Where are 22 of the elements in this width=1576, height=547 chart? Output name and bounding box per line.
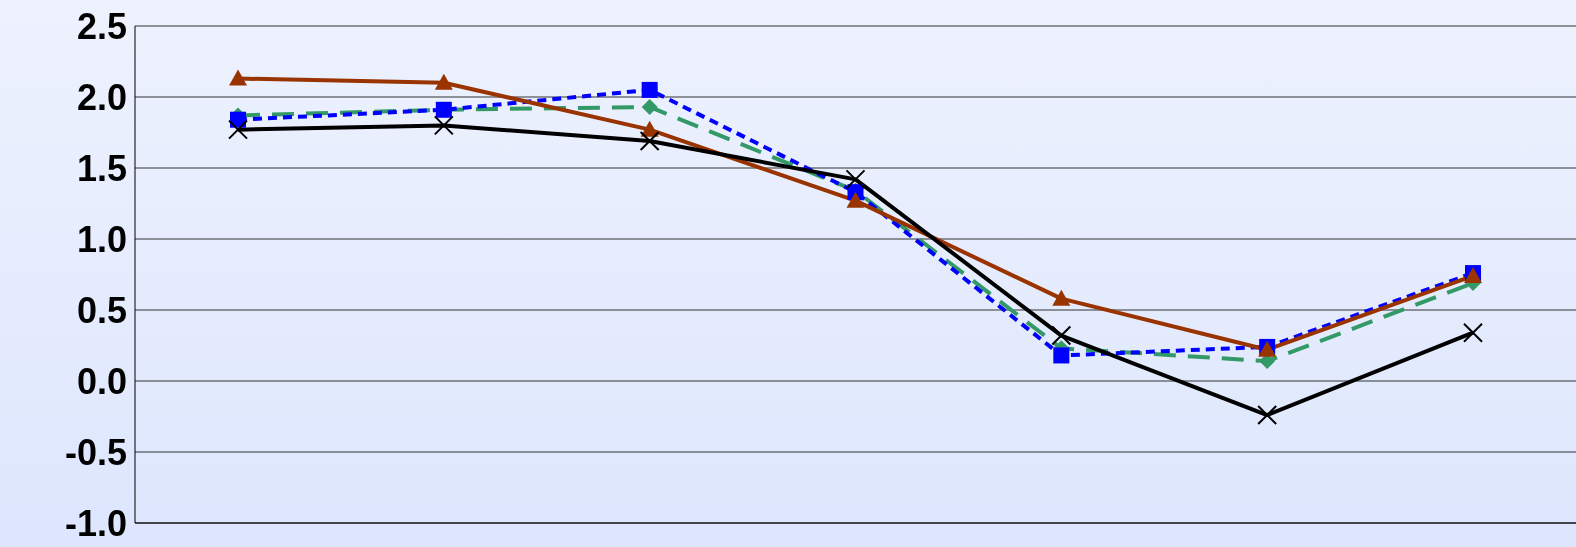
- point: [846, 191, 865, 208]
- y-tick-label: 2.5: [76, 5, 127, 47]
- point: [639, 131, 660, 152]
- point: [434, 73, 453, 90]
- point: [433, 115, 454, 136]
- point: [845, 169, 866, 190]
- point: [1257, 405, 1278, 426]
- point: [641, 98, 658, 115]
- y-tick-label: 0.5: [76, 289, 127, 331]
- y-tick-label: 0.0: [76, 360, 127, 402]
- y-tick-label: -1.0: [64, 502, 127, 544]
- point: [228, 119, 248, 140]
- point: [641, 81, 658, 98]
- point: [229, 69, 247, 86]
- point: [1463, 322, 1483, 343]
- point: [1053, 347, 1070, 364]
- point: [1051, 325, 1072, 346]
- y-tick-label: 2.0: [76, 76, 127, 118]
- y-tick-label: 1.5: [76, 147, 127, 189]
- point: [1052, 289, 1071, 306]
- y-tick-label: 1.0: [76, 218, 127, 260]
- y-tick-label: -0.5: [64, 431, 127, 473]
